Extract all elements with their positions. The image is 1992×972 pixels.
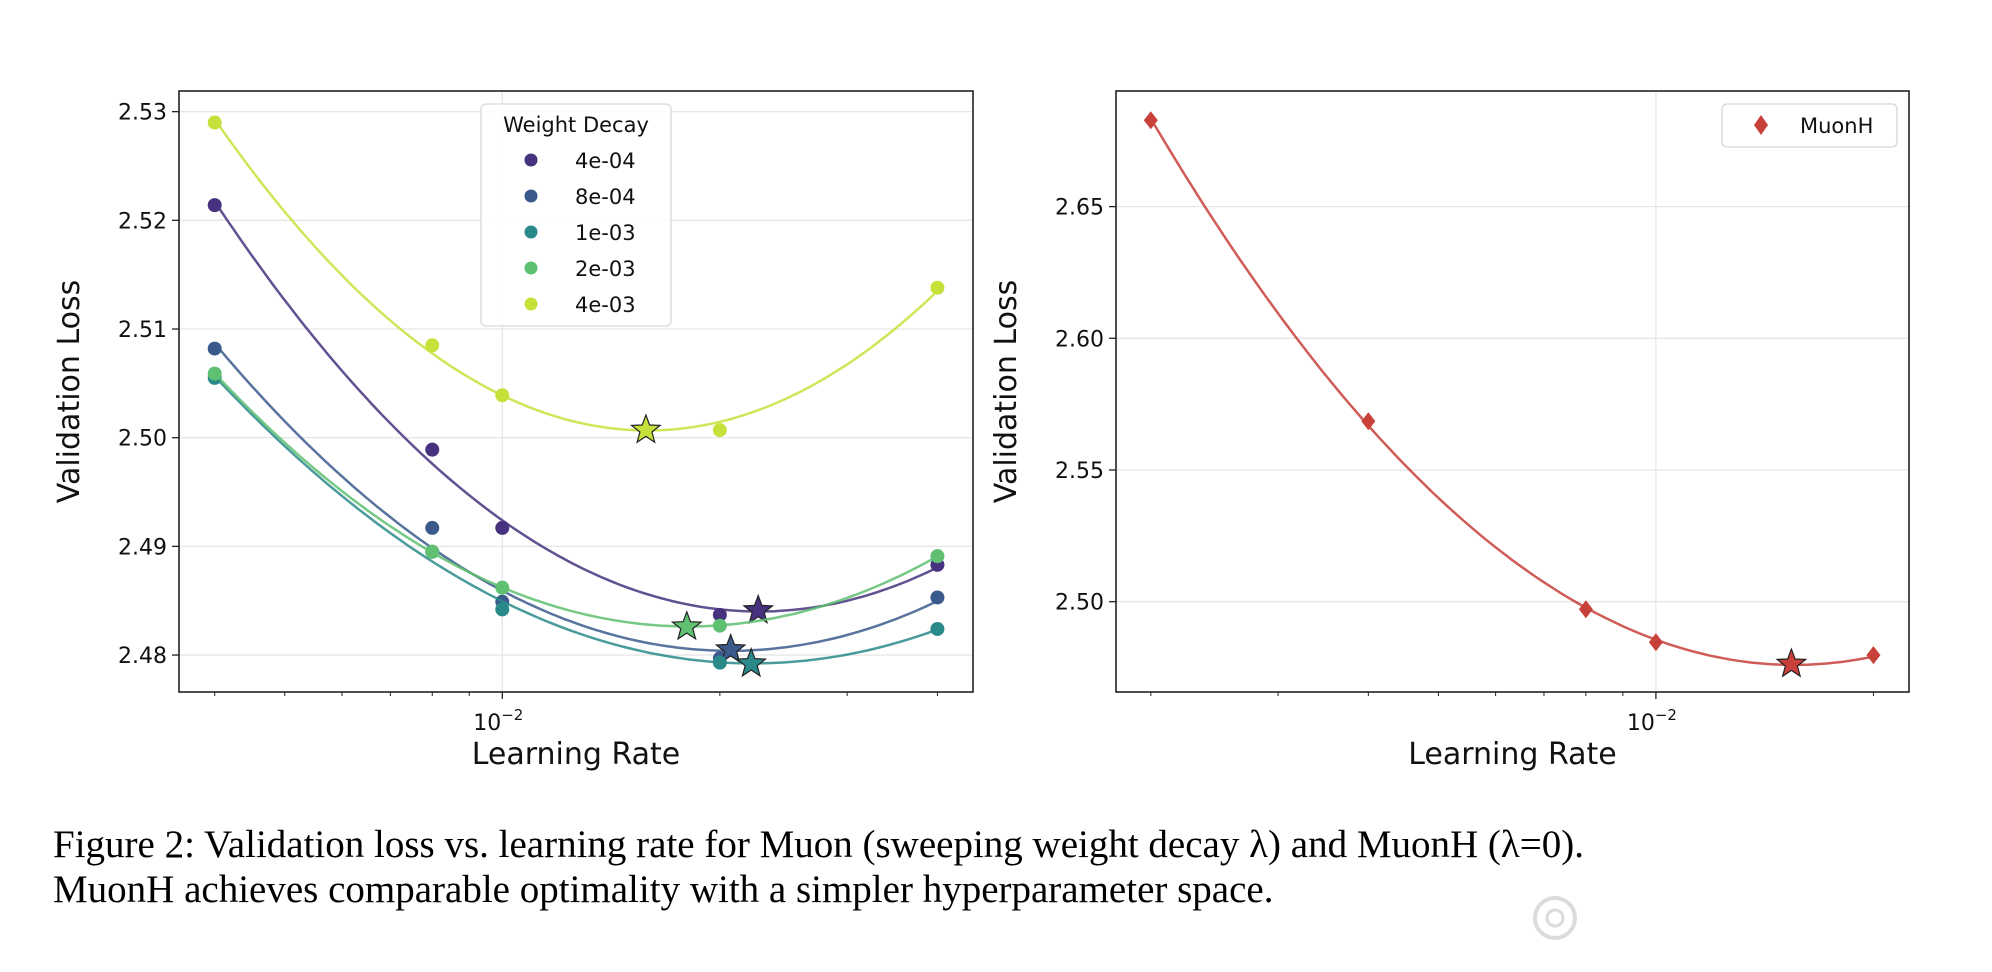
y-tick-label: 2.60 (1055, 327, 1104, 352)
data-point (1648, 633, 1663, 652)
data-point (207, 198, 222, 213)
series-MuonH (1143, 111, 1881, 678)
data-point (930, 621, 945, 636)
fit-curve (213, 342, 938, 653)
data-point (930, 590, 945, 605)
data-point (495, 580, 510, 595)
data-point (712, 607, 727, 622)
legend-marker (1754, 115, 1768, 135)
data-point (712, 423, 727, 438)
y-tick-label: 2.52 (118, 209, 167, 234)
series-4e-03 (207, 115, 945, 444)
y-tick-label: 2.51 (118, 318, 167, 343)
y-tick-label: 2.53 (118, 101, 167, 126)
data-point (712, 618, 727, 633)
data-point (1578, 600, 1593, 619)
series-2e-03 (207, 366, 945, 641)
series-8e-04 (207, 341, 945, 666)
data-point (1866, 646, 1881, 665)
watermark-logo-icon (1533, 896, 1577, 940)
optimum-star (629, 413, 662, 444)
data-point (207, 366, 222, 381)
x-axis-label: Learning Rate (472, 737, 681, 772)
legend-label: 4e-04 (575, 149, 636, 173)
legend-marker (524, 261, 538, 275)
y-tick-label: 2.65 (1055, 196, 1104, 221)
data-point (495, 520, 510, 535)
data-point (712, 655, 727, 670)
legend-marker (524, 297, 538, 311)
legend-label: 2e-03 (575, 257, 636, 281)
legend: MuonH (1721, 103, 1898, 148)
caption-line-2: MuonH achieves comparable optimality wit… (53, 868, 1273, 911)
data-point (207, 341, 222, 356)
data-point (425, 338, 440, 353)
legend-marker (524, 225, 538, 239)
fit-curve (1149, 117, 1874, 667)
legend-label: 4e-03 (575, 293, 636, 317)
data-point (207, 115, 222, 130)
legend-marker (524, 153, 538, 167)
optimum-star (735, 646, 768, 678)
legend-label: 1e-03 (575, 221, 636, 245)
axes-frame (1115, 90, 1910, 693)
legend-title: Weight Decay (503, 113, 649, 137)
y-tick-label: 2.49 (118, 535, 167, 560)
right-plot-muonh: 2.50 2.55 2.60 2.65 10−2 Learning Rate Validat… (989, 90, 1910, 772)
axes-frame (178, 90, 974, 693)
y-tick-label: 2.55 (1055, 459, 1104, 484)
y-tick-label: 2.50 (118, 427, 167, 452)
data-point (930, 549, 945, 564)
data-point (1361, 412, 1376, 431)
optimum-star (1775, 647, 1808, 678)
x-tick-label: 10−2 (473, 706, 523, 736)
y-tick-label: 2.48 (118, 644, 167, 669)
data-point (495, 602, 510, 617)
data-point (1143, 111, 1158, 130)
legend-label: MuonH (1800, 114, 1873, 138)
data-point (930, 280, 945, 295)
data-point (495, 388, 510, 403)
data-point (425, 442, 440, 457)
x-tick-label: 10−2 (1627, 706, 1677, 736)
legend: Weight Decay 4e-04 8e-04 1e-03 2e-03 4e-03 (480, 103, 672, 327)
fit-curve (213, 375, 938, 665)
y-axis-label: Validation Loss (52, 280, 87, 503)
data-point (425, 544, 440, 559)
legend-box (1721, 103, 1898, 148)
y-axis-label: Validation Loss (989, 280, 1024, 503)
fit-curve (213, 372, 939, 628)
series-1e-03 (207, 370, 945, 678)
data-point (425, 520, 440, 535)
caption-line-1: Figure 2: Validation loss vs. learning r… (53, 823, 1584, 866)
fit-curve (213, 118, 939, 432)
optimum-star (742, 593, 775, 624)
x-axis-label: Learning Rate (1408, 737, 1617, 772)
y-tick-label: 2.50 (1055, 591, 1104, 616)
optimum-star (714, 632, 747, 664)
optimum-star (670, 610, 703, 641)
legend-label: 8e-04 (575, 185, 636, 209)
legend-marker (524, 189, 538, 203)
